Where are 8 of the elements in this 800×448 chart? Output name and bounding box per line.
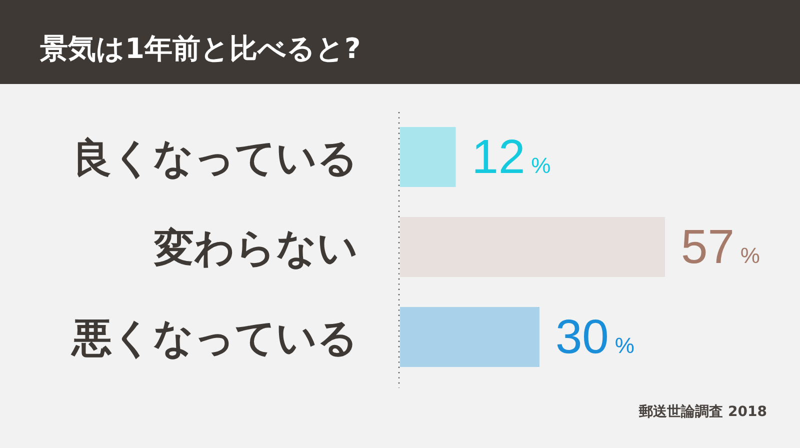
y-tick-label: 変わらない [153, 225, 358, 272]
text: 郵送世論調査 2018 [638, 403, 767, 420]
chart-title: 景気は1年前と比べると? [39, 32, 361, 65]
data-label: 30% [555, 311, 634, 364]
data-label: 12% [472, 131, 551, 184]
y-tick-label: 良くなっている [72, 135, 358, 182]
data-label: 57% [681, 221, 760, 274]
y-tick-label: 悪くなっている [70, 315, 358, 362]
